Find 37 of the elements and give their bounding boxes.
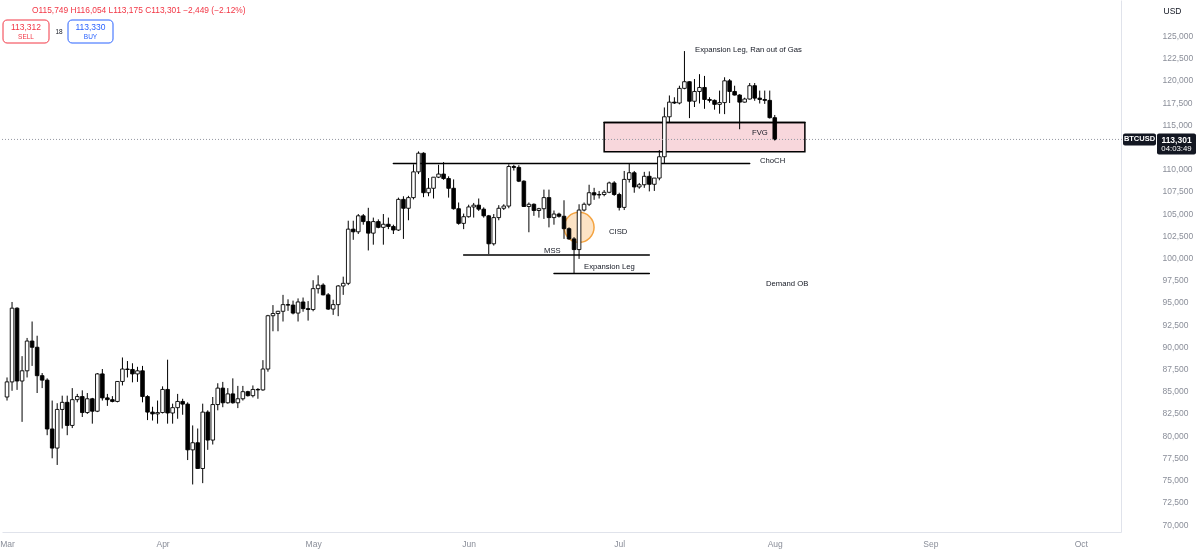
y-tick-label: 70,000 [1162,519,1189,530]
annotation: 113,312 [10,22,42,32]
y-tick-label: 77,500 [1162,452,1189,463]
y-tick-label: 102,500 [1162,230,1194,241]
y-tick-label: 97,500 [1162,275,1189,286]
x-tick-label: May [305,538,323,549]
y-tick-label: 115,000 [1162,119,1193,130]
candlestick [280,294,286,323]
y-tick-label: 125,000 [1162,31,1194,42]
x-tick-label: Aug [767,538,784,549]
y-tick-label: 110,000 [1162,164,1193,175]
candlestick [285,298,291,312]
annotation: O115,749 H116,054 L113,175 C113,301 −2,449 (−2.12%) [32,5,246,15]
x-tick-label: Oct [1074,538,1089,549]
x-tick-label: Jul [614,538,626,549]
y-tick-label: 75,000 [1162,475,1189,486]
y-axis-title: USD [1163,5,1182,16]
y-tick-label: 100,000 [1162,253,1194,264]
x-tick-label: Jun [462,538,477,549]
y-tick-label: 80,000 [1162,430,1189,441]
x-tick-label: Apr [156,538,170,549]
y-tick-label: 87,500 [1162,364,1189,375]
x-tick-label: Sep [923,538,939,549]
y-tick-label: 95,000 [1162,297,1189,308]
y-tick-label: 82,500 [1162,408,1189,419]
x-tick-label: Mar [0,538,16,549]
y-tick-label: 122,500 [1162,53,1194,64]
y-tick-label: 72,500 [1162,497,1189,508]
annotation: 113,330 [75,22,106,32]
ref-line-label: 113,301 [1161,134,1192,145]
y-tick-label: 105,000 [1162,208,1194,219]
y-tick-label: 117,500 [1162,97,1193,108]
y-tick-label: 90,000 [1162,341,1189,352]
y-tick-label: 120,000 [1162,75,1194,86]
y-tick-label: 107,500 [1162,186,1194,197]
y-tick-label: 92,500 [1162,319,1189,330]
y-tick-label: 85,000 [1162,386,1189,397]
